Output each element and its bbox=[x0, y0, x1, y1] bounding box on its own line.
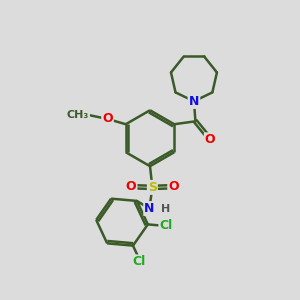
Text: N: N bbox=[189, 95, 199, 108]
Text: Cl: Cl bbox=[133, 255, 146, 268]
Text: N: N bbox=[144, 202, 154, 215]
Text: N: N bbox=[189, 95, 199, 108]
Text: O: O bbox=[102, 112, 113, 125]
Text: CH₃: CH₃ bbox=[67, 110, 89, 120]
Text: S: S bbox=[148, 181, 157, 194]
Text: O: O bbox=[168, 180, 179, 193]
Text: O: O bbox=[126, 180, 136, 193]
Text: Cl: Cl bbox=[159, 219, 173, 232]
Text: H: H bbox=[160, 204, 170, 214]
Text: O: O bbox=[205, 133, 215, 146]
